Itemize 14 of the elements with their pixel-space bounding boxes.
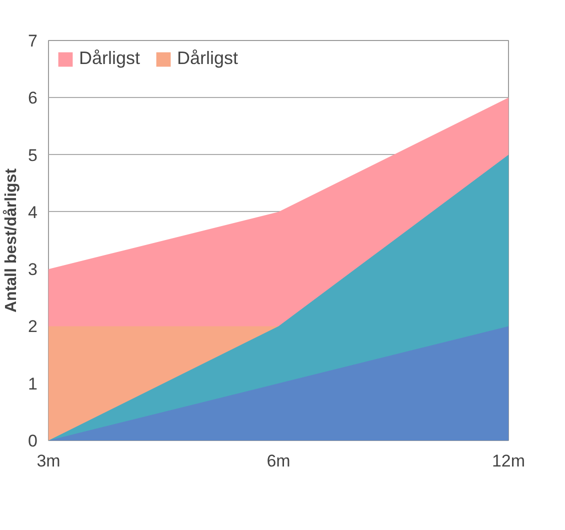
y-axis-title: Antall best/dårligst bbox=[2, 168, 20, 313]
y-tick-label: 6 bbox=[28, 88, 38, 108]
x-tick-label: 6m bbox=[266, 452, 290, 470]
x-tick-label: 12m bbox=[492, 452, 526, 470]
y-tick-label: 0 bbox=[28, 432, 38, 450]
y-tick-label: 3 bbox=[28, 260, 38, 280]
legend-label: Dårligst bbox=[177, 48, 238, 69]
y-tick-label: 5 bbox=[28, 146, 38, 165]
x-tick-label: 3m bbox=[36, 452, 60, 470]
legend-label: Dårligst bbox=[79, 48, 140, 69]
y-tick-label: 1 bbox=[28, 374, 38, 394]
y-tick-label: 4 bbox=[28, 202, 38, 222]
y-tick-label: 2 bbox=[28, 317, 38, 336]
y-tick-label: 7 bbox=[28, 32, 38, 50]
